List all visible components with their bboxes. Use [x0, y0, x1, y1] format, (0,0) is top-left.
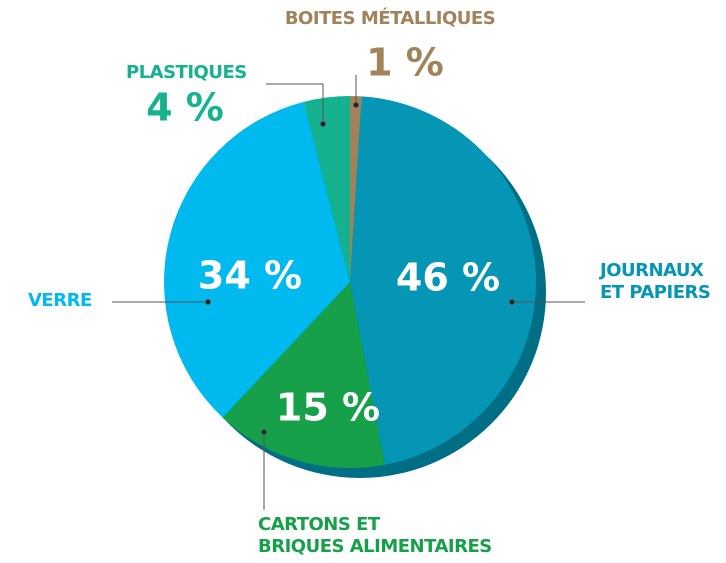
leader-dot — [509, 299, 515, 305]
value-label: 46 % — [396, 256, 500, 300]
value-label: 34 % — [198, 254, 302, 298]
category-label: BOITES MÉTALLIQUES — [284, 8, 496, 29]
value-label: 15 % — [276, 386, 380, 430]
category-label: JOURNAUX ET PAPIERS — [600, 260, 711, 303]
leader-dot — [261, 429, 267, 435]
leader-line — [266, 83, 324, 124]
pie-slice — [303, 96, 350, 282]
leader-dot — [353, 102, 359, 108]
value-label: 1 % — [366, 41, 444, 85]
pie-slice — [350, 96, 536, 465]
category-label: VERRE — [28, 290, 92, 311]
category-label: PLASTIQUES — [126, 62, 247, 83]
leader-dot — [320, 121, 326, 127]
pie-slice — [222, 282, 385, 468]
pie-slice — [164, 101, 350, 418]
pie-slice — [350, 96, 362, 282]
value-label: 4 % — [146, 86, 224, 130]
leader-dot — [205, 299, 211, 305]
category-label: CARTONS ET BRIQUES ALIMENTAIRES — [258, 514, 492, 557]
